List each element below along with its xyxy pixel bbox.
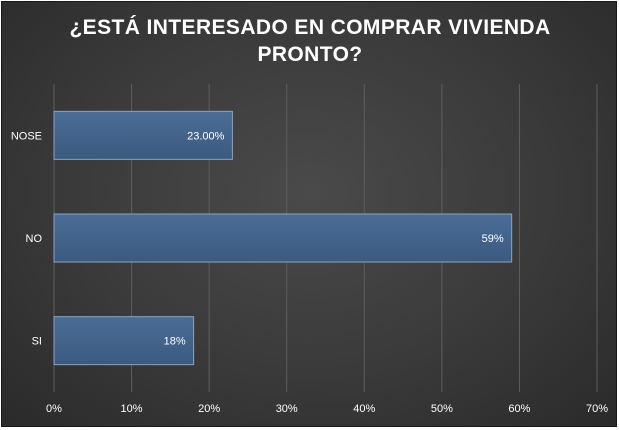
x-tick-label: 20% — [198, 403, 220, 415]
data-label: 18% — [164, 336, 186, 348]
x-tick-label: 10% — [121, 403, 143, 415]
data-label: 59% — [482, 233, 504, 245]
bar — [53, 110, 233, 160]
bars — [53, 110, 513, 366]
x-tick-label: 30% — [276, 403, 298, 415]
x-tick-label: 70% — [586, 403, 608, 415]
x-tick-label: 50% — [431, 403, 453, 415]
category-label: SI — [32, 336, 42, 348]
data-label: 23.00% — [187, 130, 225, 142]
category-label: NOSE — [11, 130, 42, 142]
bar — [53, 213, 513, 263]
x-tick-label: 0% — [46, 403, 62, 415]
category-label: NO — [26, 233, 43, 245]
labels: 0% 10% 20% 30% 40% 50% 60% 70% NOSE 23.00% NO 59% SI… — [11, 130, 608, 415]
chart-title: ¿ESTÁ INTERESADO EN COMPRAR VIVIENDA PRO… — [69, 16, 551, 66]
bar — [53, 316, 195, 366]
x-tick-label: 40% — [353, 403, 375, 415]
x-tick-label: 60% — [508, 403, 530, 415]
